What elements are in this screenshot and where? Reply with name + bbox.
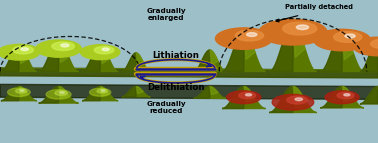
Polygon shape: [194, 50, 210, 72]
Circle shape: [97, 89, 108, 93]
Polygon shape: [1, 87, 19, 101]
Circle shape: [239, 92, 256, 99]
Circle shape: [61, 44, 69, 47]
Circle shape: [345, 34, 355, 38]
Text: Lithiation: Lithiation: [152, 51, 199, 59]
Circle shape: [13, 46, 34, 54]
Circle shape: [337, 92, 354, 99]
Polygon shape: [342, 33, 353, 60]
Circle shape: [227, 91, 261, 104]
Polygon shape: [39, 41, 59, 72]
Circle shape: [20, 90, 24, 91]
Polygon shape: [244, 31, 255, 59]
Circle shape: [46, 90, 71, 99]
Circle shape: [295, 98, 302, 101]
Polygon shape: [122, 53, 150, 72]
Polygon shape: [210, 50, 218, 65]
Polygon shape: [39, 87, 79, 103]
Polygon shape: [82, 46, 100, 72]
Polygon shape: [269, 24, 293, 72]
Circle shape: [15, 89, 27, 93]
Text: Gradually
reduced: Gradually reduced: [147, 101, 186, 114]
Polygon shape: [194, 87, 226, 98]
Circle shape: [314, 29, 370, 51]
Circle shape: [370, 39, 378, 48]
Polygon shape: [321, 87, 364, 108]
Polygon shape: [59, 41, 69, 62]
Circle shape: [0, 44, 40, 60]
Circle shape: [344, 94, 350, 96]
Polygon shape: [194, 50, 226, 72]
Polygon shape: [122, 87, 136, 97]
Circle shape: [94, 46, 114, 54]
Circle shape: [81, 45, 120, 60]
Polygon shape: [136, 53, 143, 66]
Text: Partially detached: Partially detached: [285, 4, 353, 10]
Polygon shape: [321, 87, 342, 108]
Text: Delithiation: Delithiation: [147, 83, 204, 92]
Polygon shape: [269, 24, 316, 72]
Polygon shape: [39, 41, 79, 72]
Polygon shape: [244, 87, 255, 102]
Circle shape: [8, 88, 30, 97]
Polygon shape: [100, 87, 109, 96]
Polygon shape: [0, 68, 378, 78]
Circle shape: [245, 94, 252, 96]
Polygon shape: [293, 24, 305, 57]
Polygon shape: [222, 31, 265, 72]
Polygon shape: [136, 87, 143, 94]
Polygon shape: [360, 87, 378, 104]
Text: Gradually
enlarged: Gradually enlarged: [147, 8, 186, 21]
Circle shape: [287, 96, 307, 104]
Circle shape: [296, 25, 308, 30]
Circle shape: [55, 91, 67, 95]
Polygon shape: [342, 87, 353, 101]
Polygon shape: [0, 84, 378, 99]
Circle shape: [215, 28, 272, 49]
Polygon shape: [122, 53, 136, 72]
Circle shape: [259, 19, 327, 45]
Polygon shape: [1, 46, 37, 72]
Polygon shape: [222, 31, 244, 72]
Polygon shape: [269, 87, 316, 112]
Circle shape: [102, 48, 109, 51]
Polygon shape: [82, 87, 118, 101]
Polygon shape: [19, 46, 28, 64]
Circle shape: [52, 42, 74, 50]
Circle shape: [283, 22, 317, 35]
Polygon shape: [122, 87, 150, 97]
Polygon shape: [19, 87, 28, 96]
Polygon shape: [360, 40, 378, 72]
Circle shape: [21, 48, 28, 51]
Polygon shape: [1, 87, 37, 101]
Polygon shape: [293, 87, 305, 105]
Circle shape: [246, 33, 257, 36]
Polygon shape: [194, 87, 210, 98]
Circle shape: [36, 40, 81, 57]
Polygon shape: [222, 87, 265, 109]
Circle shape: [272, 94, 314, 110]
Circle shape: [60, 92, 64, 93]
Polygon shape: [82, 46, 118, 72]
Polygon shape: [360, 40, 378, 72]
Polygon shape: [82, 87, 100, 101]
Circle shape: [90, 88, 111, 96]
Polygon shape: [222, 87, 244, 109]
Polygon shape: [100, 46, 109, 64]
Circle shape: [333, 32, 362, 42]
Polygon shape: [59, 87, 69, 98]
Polygon shape: [269, 87, 293, 112]
Circle shape: [101, 90, 105, 91]
Circle shape: [235, 30, 264, 41]
Polygon shape: [321, 33, 342, 72]
Polygon shape: [1, 46, 19, 72]
Polygon shape: [360, 87, 378, 104]
Circle shape: [353, 37, 378, 56]
Polygon shape: [321, 33, 364, 72]
Circle shape: [325, 91, 359, 104]
Polygon shape: [39, 87, 59, 103]
Polygon shape: [210, 87, 218, 95]
